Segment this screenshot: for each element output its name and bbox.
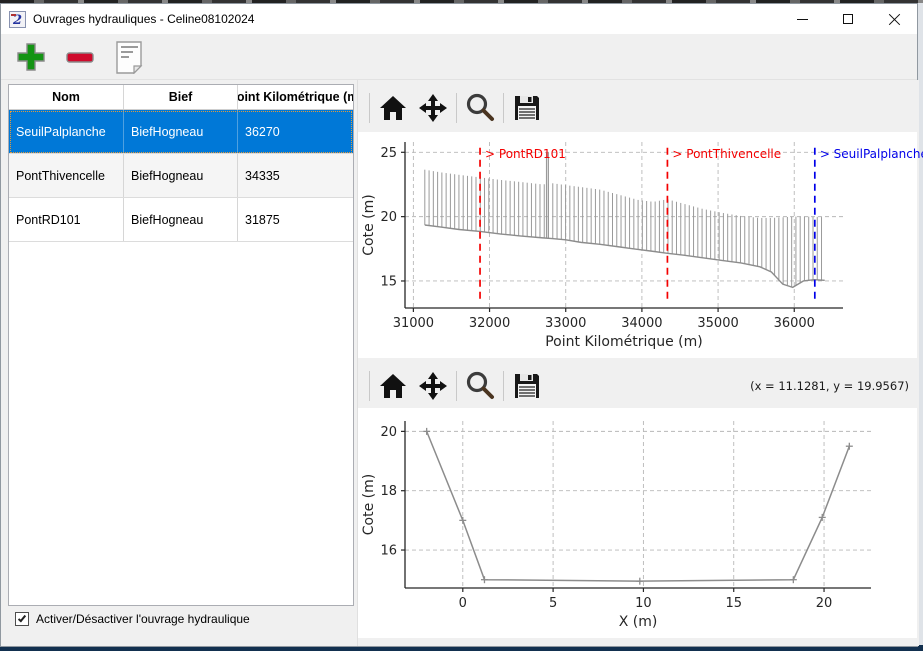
cell-nom: SeuilPalplanche <box>9 110 124 153</box>
home-button[interactable] <box>373 366 413 406</box>
svg-text:10: 10 <box>635 596 652 611</box>
svg-text:36000: 36000 <box>774 316 815 331</box>
svg-text:16: 16 <box>380 544 397 559</box>
add-structure-button[interactable] <box>13 38 49 76</box>
toolbar-separator <box>503 93 504 123</box>
cell-bief: BiefHogneau <box>124 154 238 197</box>
structures-table: Nom Bief Point Kilométrique (m) SeuilPal… <box>8 84 354 606</box>
maximize-button[interactable] <box>825 4 871 34</box>
cell-pk: 34335 <box>245 168 280 183</box>
main-area: Nom Bief Point Kilométrique (m) SeuilPal… <box>1 80 923 646</box>
app-window: 2 Ouvrages hydrauliques - Celine08102024 <box>0 3 923 647</box>
table-row[interactable]: PontThivencelle BiefHogneau 34335 <box>9 154 353 198</box>
app-icon: 2 <box>9 10 26 28</box>
svg-text:Cote (m): Cote (m) <box>361 474 377 535</box>
cell-nom: PontRD101 <box>9 198 124 241</box>
window-controls <box>779 4 917 34</box>
svg-text:35000: 35000 <box>697 316 738 331</box>
svg-text:18: 18 <box>380 484 397 499</box>
toolbar-separator <box>369 93 370 123</box>
cross-section-plot-toolbar: (x = 11.1281, y = 19.9567) <box>358 362 919 410</box>
table-row[interactable]: SeuilPalplanche BiefHogneau 36270 <box>9 110 353 154</box>
cell-bief: BiefHogneau <box>124 198 238 241</box>
checkmark-icon <box>17 613 27 623</box>
zoom-button[interactable] <box>460 366 500 406</box>
home-icon <box>380 96 406 120</box>
zoom-icon <box>466 93 494 121</box>
svg-text:33000: 33000 <box>545 316 586 331</box>
svg-text:Point Kilométrique (m): Point Kilométrique (m) <box>545 334 703 350</box>
zoom-button[interactable] <box>460 88 500 128</box>
svg-text:> PontRD101: > PontRD101 <box>485 147 566 161</box>
plus-icon <box>17 42 45 71</box>
remove-structure-button[interactable] <box>62 38 98 76</box>
svg-text:> SeuilPalplanche: > SeuilPalplanche <box>820 147 923 161</box>
window-title: Ouvrages hydrauliques - Celine08102024 <box>33 12 255 26</box>
save-button[interactable] <box>507 366 547 406</box>
plots-panel: 31000 32000 33000 34000 35000 36000 15 20 25 Poin… <box>357 80 923 646</box>
pan-icon <box>419 94 447 122</box>
column-header-pk[interactable]: Point Kilométrique (m) <box>238 90 353 104</box>
svg-text:0: 0 <box>459 596 467 611</box>
cell-pk: 31875 <box>245 212 280 227</box>
title-bar: 2 Ouvrages hydrauliques - Celine08102024 <box>1 4 917 34</box>
svg-text:20: 20 <box>380 210 397 225</box>
svg-text:> PontThivencelle: > PontThivencelle <box>672 147 781 161</box>
cell-pk: 36270 <box>245 124 280 139</box>
svg-text:32000: 32000 <box>469 316 510 331</box>
activate-checkbox[interactable] <box>15 612 29 626</box>
svg-text:20: 20 <box>816 596 833 611</box>
background-window-strip <box>918 3 923 645</box>
svg-text:20: 20 <box>380 425 397 440</box>
home-icon <box>380 374 406 398</box>
svg-text:X (m): X (m) <box>619 614 658 630</box>
toolbar-separator <box>503 371 504 401</box>
document-icon <box>116 40 143 74</box>
table-header: Nom Bief Point Kilométrique (m) <box>9 85 353 110</box>
home-button[interactable] <box>373 88 413 128</box>
minimize-icon <box>796 18 808 20</box>
pan-button[interactable] <box>413 366 453 406</box>
table-row[interactable]: PontRD101 BiefHogneau 31875 <box>9 198 353 242</box>
table-body: SeuilPalplanche BiefHogneau 36270 PontThive… <box>9 110 353 242</box>
close-icon <box>888 13 901 26</box>
svg-text:25: 25 <box>380 146 397 161</box>
cell-bief: BiefHogneau <box>124 110 238 153</box>
report-button[interactable] <box>111 38 147 76</box>
activate-structure-row: Activer/Désactiver l'ouvrage hydraulique <box>15 612 250 626</box>
zoom-icon <box>466 371 494 399</box>
minus-icon <box>66 51 94 63</box>
svg-text:15: 15 <box>380 274 397 289</box>
activate-checkbox-label: Activer/Désactiver l'ouvrage hydraulique <box>36 612 250 626</box>
toolbar-separator <box>456 93 457 123</box>
save-icon <box>515 374 539 398</box>
svg-text:5: 5 <box>549 596 557 611</box>
profile-plot-toolbar <box>358 84 919 132</box>
cell-nom: PontThivencelle <box>9 154 124 197</box>
svg-text:34000: 34000 <box>621 316 662 331</box>
cross-section-plot[interactable]: 0 5 10 15 20 16 18 20 X (m) Cote (m) <box>358 408 917 638</box>
svg-text:2: 2 <box>12 13 22 28</box>
pan-icon <box>419 372 447 400</box>
save-button[interactable] <box>507 88 547 128</box>
cursor-coordinates: (x = 11.1281, y = 19.9567) <box>750 379 909 393</box>
toolbar-separator <box>456 371 457 401</box>
main-toolbar <box>1 34 917 80</box>
column-header-bief[interactable]: Bief <box>124 85 238 109</box>
pan-button[interactable] <box>413 88 453 128</box>
close-button[interactable] <box>871 4 917 34</box>
longitudinal-profile-plot[interactable]: 31000 32000 33000 34000 35000 36000 15 20 25 Poin… <box>358 132 923 358</box>
toolbar-separator <box>369 371 370 401</box>
svg-text:31000: 31000 <box>393 316 434 331</box>
minimize-button[interactable] <box>779 4 825 34</box>
svg-text:Cote (m): Cote (m) <box>361 194 377 255</box>
column-header-nom[interactable]: Nom <box>9 85 124 109</box>
save-icon <box>515 96 539 120</box>
maximize-icon <box>843 14 853 24</box>
svg-text:15: 15 <box>725 596 742 611</box>
